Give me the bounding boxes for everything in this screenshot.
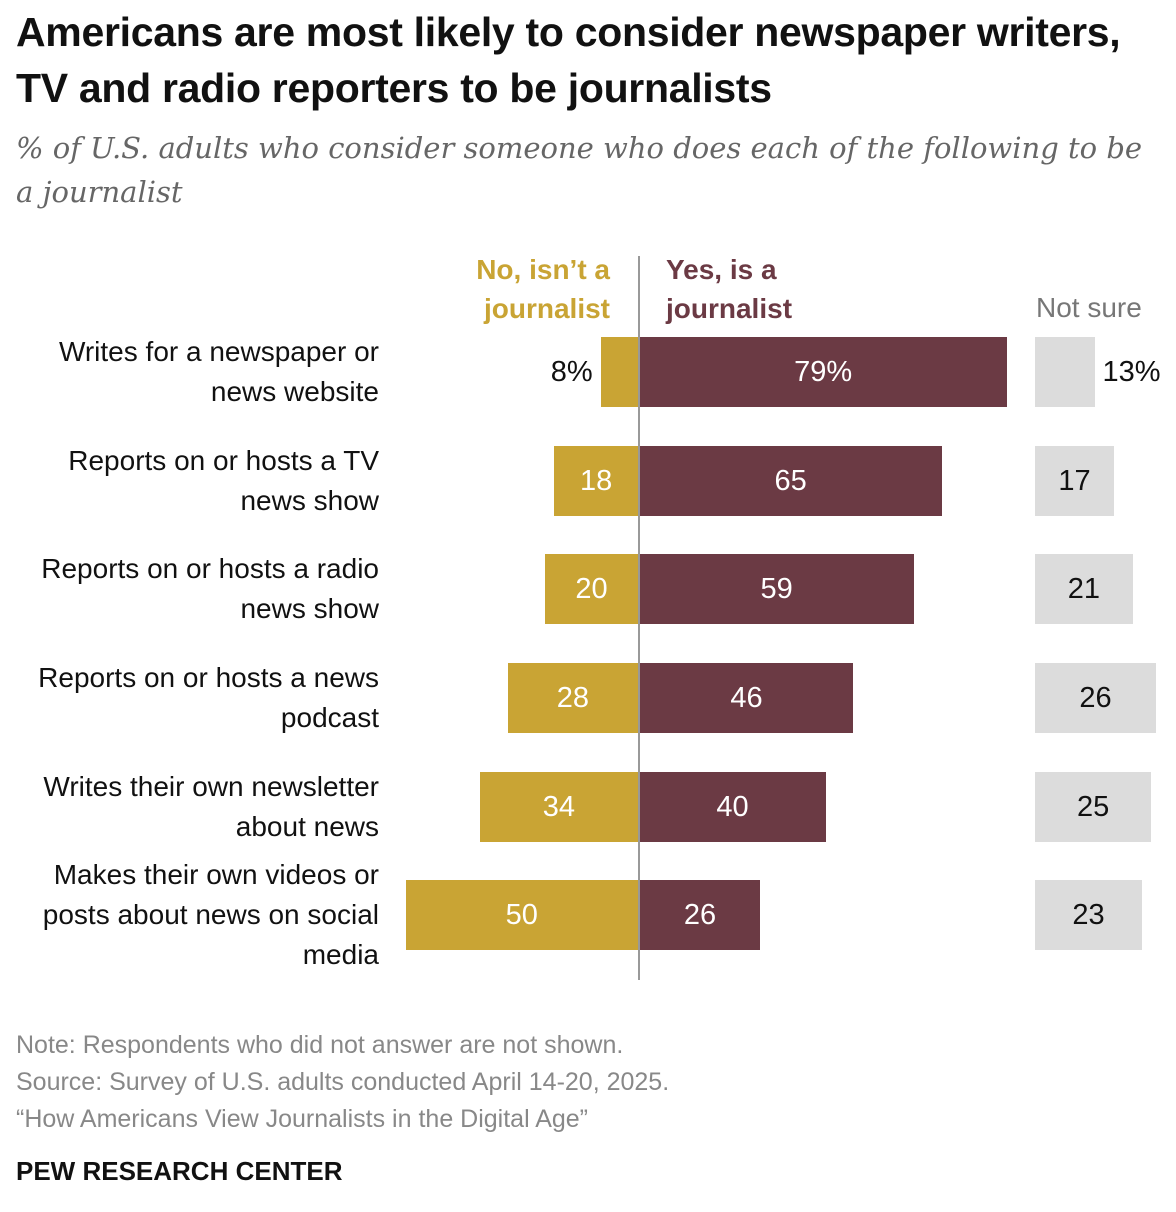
data-label: 8% <box>550 356 593 388</box>
chart-subtitle: % of U.S. adults who consider someone wh… <box>16 131 1143 209</box>
bar-no: 18 <box>554 446 638 516</box>
zero-axis-line <box>638 256 640 980</box>
bar-ns: 25 <box>1035 772 1152 842</box>
bar-ns: 23 <box>1035 880 1142 950</box>
footer-source: Source: Survey of U.S. adults conducted … <box>16 1068 670 1096</box>
data-label: 13% <box>1102 356 1161 388</box>
bar-yes: 59 <box>639 554 914 624</box>
data-label: 28 <box>556 681 590 714</box>
data-label: 21 <box>1067 572 1100 605</box>
category-label: Writes for a newspaper or news website <box>58 336 379 407</box>
bar-no <box>600 337 638 407</box>
bar-no: 34 <box>479 772 638 842</box>
category-label: Reports on or hosts a radio news show <box>41 553 379 624</box>
category-label: Reports on or hosts a news podcast <box>38 662 379 733</box>
bar-ns: 17 <box>1035 446 1115 516</box>
category-label: Writes their own newsletter about news <box>43 771 379 842</box>
data-label: 50 <box>505 898 538 931</box>
bar-ns: 26 <box>1035 663 1156 733</box>
bar-yes: 79% <box>639 337 1007 407</box>
footer-note: Note: Respondents who did not answer are… <box>16 1031 624 1059</box>
data-label: 20 <box>575 572 608 605</box>
legend-yes: Yes, is a journalist <box>666 254 793 324</box>
data-label: 59 <box>760 572 793 605</box>
bar-no: 20 <box>545 554 638 624</box>
brand-logo: PEW RESEARCH CENTER <box>16 1156 343 1186</box>
data-label: 40 <box>716 790 749 823</box>
data-label: 46 <box>730 681 763 714</box>
footer-report: “How Americans View Journalists in the D… <box>16 1105 589 1133</box>
category-label: Reports on or hosts a TV news show <box>68 445 379 516</box>
data-label: 65 <box>774 464 807 497</box>
data-label: 18 <box>580 464 613 497</box>
data-label: 26 <box>1079 681 1112 714</box>
category-label: Makes their own videos or posts about ne… <box>42 859 379 970</box>
bar-yes: 40 <box>639 772 826 842</box>
bar-yes: 26 <box>639 880 761 950</box>
legend-not-sure: Not sure <box>1036 292 1142 323</box>
bar-ns: 21 <box>1035 554 1133 624</box>
data-label: 25 <box>1076 790 1110 823</box>
chart-title: Americans are most likely to consider ne… <box>16 9 1121 111</box>
data-label: 34 <box>542 790 576 823</box>
bar-yes: 46 <box>639 663 854 733</box>
bar-no: 50 <box>405 880 638 950</box>
data-label: 26 <box>683 898 717 931</box>
bar-ns <box>1035 337 1096 407</box>
bar-yes: 65 <box>639 446 942 516</box>
legend-no: No, isn’t a journalist <box>476 254 610 324</box>
data-label: 17 <box>1058 464 1091 497</box>
data-label: 23 <box>1072 898 1105 931</box>
bar-no: 28 <box>507 663 638 733</box>
data-label: 79% <box>794 355 853 388</box>
